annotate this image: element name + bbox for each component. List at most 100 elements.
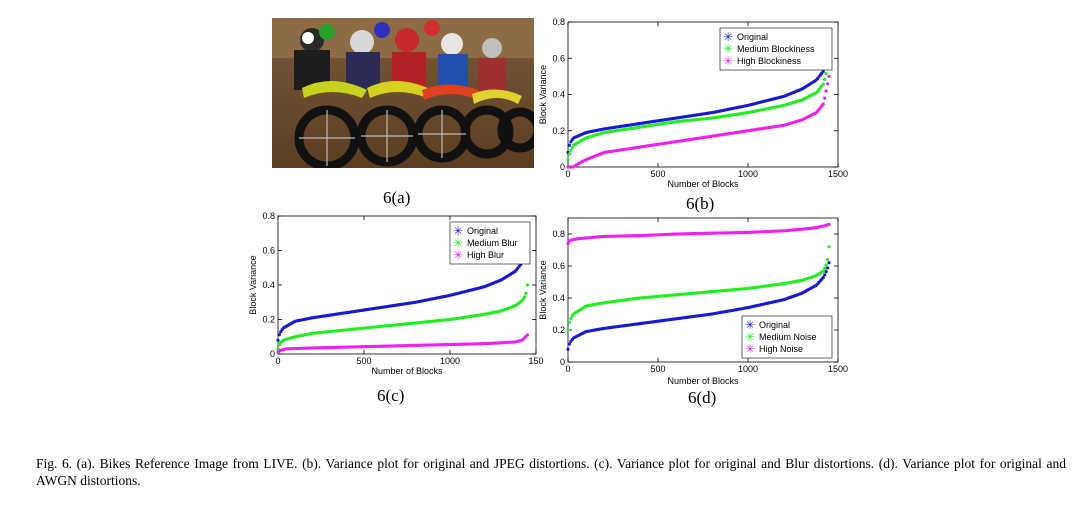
legend-entry: Original bbox=[759, 320, 790, 330]
y-tick-label: 0.2 bbox=[552, 325, 565, 335]
x-tick-label: 0 bbox=[565, 169, 570, 179]
legend-box bbox=[449, 221, 531, 265]
legend-entry: High Blockiness bbox=[737, 56, 802, 66]
x-tick-label: 150 bbox=[528, 356, 543, 366]
data-point bbox=[567, 152, 572, 156]
data-point bbox=[276, 338, 280, 342]
series-original bbox=[566, 261, 831, 351]
series-high-blockiness bbox=[566, 74, 831, 169]
x-tick-label: 0 bbox=[275, 356, 280, 366]
data-point bbox=[525, 333, 529, 337]
y-tick-label: 0.8 bbox=[552, 229, 565, 239]
x-tick-label: 0 bbox=[565, 364, 570, 374]
y-tick-label: 0.2 bbox=[552, 126, 565, 136]
y-tick-label: 0 bbox=[560, 162, 565, 172]
legend-marker-icon: ✳ bbox=[723, 54, 733, 68]
x-tick-label: 1000 bbox=[738, 169, 758, 179]
y-tick-label: 0 bbox=[270, 349, 275, 359]
data-point bbox=[566, 328, 570, 332]
y-tick-label: 0.4 bbox=[552, 293, 565, 303]
y-tick-label: 0.6 bbox=[262, 246, 275, 256]
data-point bbox=[567, 320, 572, 324]
data-point bbox=[570, 145, 574, 149]
series-medium-blockiness bbox=[566, 43, 831, 162]
data-point bbox=[827, 74, 831, 78]
legend: ✳ Original ✳ Medium Blockiness ✳ High Blockin… bbox=[719, 27, 833, 71]
y-tick-label: 0.8 bbox=[552, 17, 565, 27]
panel-label-c: 6(c) bbox=[377, 386, 405, 405]
plot-frame bbox=[567, 217, 839, 363]
data-point bbox=[824, 270, 828, 274]
legend-marker-icon: ✳ bbox=[745, 330, 755, 344]
legend-marker-icon: ✳ bbox=[453, 224, 463, 238]
data-point bbox=[569, 316, 573, 321]
data-point bbox=[821, 102, 825, 106]
chart-b: 0 0.2 0.4 0.6 0.8 0 500 1000 1500 Number of Block… bbox=[538, 17, 848, 189]
panel-label-a: 6(a) bbox=[383, 188, 411, 207]
data-point bbox=[827, 261, 831, 265]
legend-box bbox=[719, 27, 833, 71]
y-tick-label: 0.4 bbox=[262, 280, 275, 290]
series-medium-blur bbox=[276, 283, 529, 351]
y-tick-label: 0.6 bbox=[552, 261, 565, 271]
x-axis-label: Number of Blocks bbox=[371, 366, 443, 376]
y-tick-label: 0.2 bbox=[262, 315, 275, 325]
data-point bbox=[821, 69, 825, 74]
y-axis-label: Block Variance bbox=[538, 260, 548, 319]
data-point bbox=[567, 143, 572, 147]
legend-marker-icon: ✳ bbox=[723, 42, 733, 56]
data-point bbox=[823, 96, 827, 100]
legend-marker-icon: ✳ bbox=[745, 342, 755, 356]
chart-c: 0 0.2 0.4 0.6 0.8 0 500 1000 150 Number of Blocks… bbox=[248, 211, 544, 376]
data-point bbox=[569, 148, 573, 152]
x-axis-label: Number of Blocks bbox=[667, 179, 739, 189]
series-high-noise bbox=[566, 222, 831, 246]
y-tick-label: 0.4 bbox=[552, 90, 565, 100]
legend-entry: Original bbox=[467, 226, 498, 236]
panel-label-d: 6(d) bbox=[688, 388, 717, 407]
x-tick-label: 1500 bbox=[828, 169, 848, 179]
chart-d: 0 0.2 0.4 0.6 0.8 0 500 1000 1500 Number of Block… bbox=[538, 217, 848, 386]
legend-entry: Medium Noise bbox=[759, 332, 817, 342]
legend: ✳ Original ✳ Medium Noise ✳ High Noise bbox=[741, 315, 833, 359]
legend-marker-icon: ✳ bbox=[453, 236, 463, 250]
data-point bbox=[821, 269, 825, 273]
data-point bbox=[824, 89, 828, 93]
data-point bbox=[824, 71, 828, 76]
legend: ✳ Original ✳ Medium Blur ✳ High Blur bbox=[449, 221, 531, 265]
data-point bbox=[821, 276, 825, 280]
panel-label-b: 6(b) bbox=[686, 194, 715, 213]
legend-entry: Original bbox=[737, 32, 768, 42]
data-point bbox=[823, 273, 827, 277]
data-point bbox=[827, 222, 831, 226]
legend-marker-icon: ✳ bbox=[453, 248, 463, 262]
data-point bbox=[566, 158, 570, 162]
data-point bbox=[523, 295, 527, 299]
data-point bbox=[823, 77, 827, 81]
x-tick-label: 1000 bbox=[440, 356, 460, 366]
data-point bbox=[524, 291, 528, 295]
x-tick-label: 500 bbox=[650, 364, 665, 374]
legend-marker-icon: ✳ bbox=[745, 318, 755, 332]
legend-entry: Medium Blockiness bbox=[737, 44, 815, 54]
x-tick-label: 500 bbox=[650, 169, 665, 179]
data-point bbox=[825, 82, 830, 86]
data-point bbox=[824, 263, 828, 267]
x-axis-label: Number of Blocks bbox=[667, 376, 739, 386]
data-point bbox=[821, 82, 825, 86]
motocross-bikes-photo-icon bbox=[272, 18, 534, 168]
series-original bbox=[566, 33, 831, 155]
data-point bbox=[566, 347, 570, 351]
data-point bbox=[566, 242, 570, 246]
x-tick-label: 1000 bbox=[738, 364, 758, 374]
data-point bbox=[567, 342, 572, 346]
figure-caption: Fig. 6. (a). Bikes Reference Image from … bbox=[36, 456, 1066, 488]
y-tick-label: 0.8 bbox=[262, 211, 275, 221]
data-point bbox=[277, 333, 281, 337]
legend-entry: Medium Blur bbox=[467, 238, 518, 248]
data-point bbox=[827, 245, 831, 249]
y-axis-label: Block Variance bbox=[538, 65, 548, 124]
y-tick-label: 0 bbox=[560, 357, 565, 367]
data-point bbox=[825, 258, 830, 262]
data-point bbox=[825, 266, 830, 270]
